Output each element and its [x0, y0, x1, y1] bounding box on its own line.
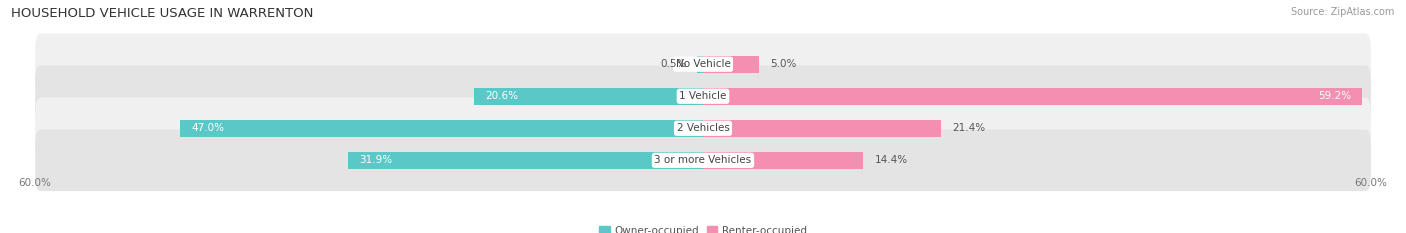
Bar: [180, 120, 703, 137]
FancyBboxPatch shape: [35, 34, 1371, 95]
Text: 2 Vehicles: 2 Vehicles: [676, 123, 730, 133]
Text: 21.4%: 21.4%: [952, 123, 986, 133]
Text: Source: ZipAtlas.com: Source: ZipAtlas.com: [1291, 7, 1395, 17]
Bar: [703, 120, 941, 137]
FancyBboxPatch shape: [35, 65, 1371, 127]
Bar: [703, 56, 759, 72]
Text: 0.5%: 0.5%: [659, 59, 686, 69]
Text: 47.0%: 47.0%: [191, 123, 224, 133]
Text: 20.6%: 20.6%: [485, 91, 517, 101]
Text: 31.9%: 31.9%: [359, 155, 392, 165]
Bar: [347, 152, 703, 169]
FancyBboxPatch shape: [35, 130, 1371, 191]
Bar: [703, 88, 1362, 105]
Text: 5.0%: 5.0%: [769, 59, 796, 69]
FancyBboxPatch shape: [35, 98, 1371, 159]
Legend: Owner-occupied, Renter-occupied: Owner-occupied, Renter-occupied: [595, 222, 811, 233]
Bar: [703, 152, 863, 169]
Text: 1 Vehicle: 1 Vehicle: [679, 91, 727, 101]
Bar: [697, 56, 703, 72]
Text: No Vehicle: No Vehicle: [675, 59, 731, 69]
Text: 3 or more Vehicles: 3 or more Vehicles: [654, 155, 752, 165]
Text: 14.4%: 14.4%: [875, 155, 907, 165]
Bar: [474, 88, 703, 105]
Text: 59.2%: 59.2%: [1317, 91, 1351, 101]
Text: HOUSEHOLD VEHICLE USAGE IN WARRENTON: HOUSEHOLD VEHICLE USAGE IN WARRENTON: [11, 7, 314, 20]
